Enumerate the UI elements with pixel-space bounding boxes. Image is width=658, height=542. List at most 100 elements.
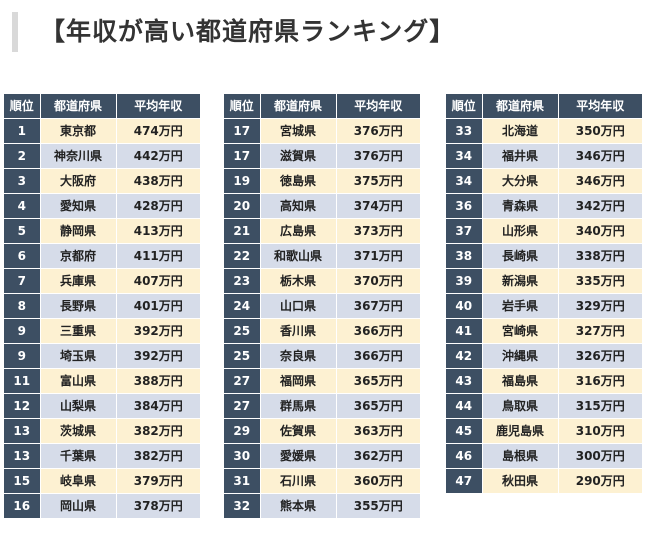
table-row: 25 奈良県 366万円 (224, 342, 420, 368)
table-row: 44 鳥取県 315万円 (446, 392, 642, 418)
income-cell: 370万円 (336, 267, 420, 293)
prefecture-cell: 福島県 (481, 367, 559, 393)
rank-cell: 44 (446, 392, 482, 418)
table-row: 20 高知県 374万円 (224, 192, 420, 218)
table-row: 9 三重県 392万円 (4, 317, 200, 343)
table-row: 17 宮城県 376万円 (224, 117, 420, 143)
table-header-row: 順位 都道府県 平均年収 (446, 94, 642, 118)
income-cell: 378万円 (116, 492, 200, 518)
income-cell: 355万円 (336, 492, 420, 518)
income-cell: 428万円 (116, 192, 200, 218)
table-row: 17 滋賀県 376万円 (224, 142, 420, 168)
income-cell: 327万円 (558, 317, 642, 343)
rank-cell: 36 (446, 192, 482, 218)
prefecture-cell: 佐賀県 (259, 417, 337, 443)
income-cell: 340万円 (558, 217, 642, 243)
title-accent-bar (12, 12, 18, 52)
table-row: 13 茨城県 382万円 (4, 417, 200, 443)
income-cell: 376万円 (336, 117, 420, 143)
table-row: 15 岐阜県 379万円 (4, 467, 200, 493)
income-cell: 442万円 (116, 142, 200, 168)
prefecture-cell: 岐阜県 (39, 467, 117, 493)
prefecture-cell: 岡山県 (39, 492, 117, 518)
rank-cell: 4 (4, 192, 40, 218)
table-row: 22 和歌山県 371万円 (224, 242, 420, 268)
rank-cell: 31 (224, 467, 260, 493)
income-cell: 382万円 (116, 442, 200, 468)
rank-cell: 30 (224, 442, 260, 468)
table-row: 12 山梨県 384万円 (4, 392, 200, 418)
rank-cell: 16 (4, 492, 40, 518)
rank-cell: 39 (446, 267, 482, 293)
prefecture-cell: 福岡県 (259, 367, 337, 393)
prefecture-cell: 新潟県 (481, 267, 559, 293)
table-header-row: 順位 都道府県 平均年収 (4, 94, 200, 118)
table-row: 11 富山県 388万円 (4, 367, 200, 393)
table-row: 45 鹿児島県 310万円 (446, 417, 642, 443)
rank-cell: 5 (4, 217, 40, 243)
table-row: 33 北海道 350万円 (446, 117, 642, 143)
rank-cell: 45 (446, 417, 482, 443)
prefecture-cell: 徳島県 (259, 167, 337, 193)
rank-cell: 24 (224, 292, 260, 318)
income-cell: 329万円 (558, 292, 642, 318)
prefecture-cell: 北海道 (481, 117, 559, 143)
table-row: 4 愛知県 428万円 (4, 192, 200, 218)
prefecture-cell: 沖縄県 (481, 342, 559, 368)
header-prefecture: 都道府県 (40, 94, 117, 118)
income-cell: 338万円 (558, 242, 642, 268)
prefecture-cell: 島根県 (481, 442, 559, 468)
ranking-table-2: 順位 都道府県 平均年収 17 宮城県 376万円 17 滋賀県 376万円 19 徳島県 37… (224, 94, 420, 518)
rank-cell: 6 (4, 242, 40, 268)
prefecture-cell: 石川県 (259, 467, 337, 493)
rank-cell: 1 (4, 117, 40, 143)
prefecture-cell: 山形県 (481, 217, 559, 243)
rank-cell: 2 (4, 142, 40, 168)
prefecture-cell: 和歌山県 (259, 242, 337, 268)
income-cell: 290万円 (558, 467, 642, 493)
prefecture-cell: 奈良県 (259, 342, 337, 368)
prefecture-cell: 山口県 (259, 292, 337, 318)
rank-cell: 40 (446, 292, 482, 318)
table-row: 30 愛媛県 362万円 (224, 442, 420, 468)
prefecture-cell: 青森県 (481, 192, 559, 218)
table-row: 36 青森県 342万円 (446, 192, 642, 218)
table-row: 37 山形県 340万円 (446, 217, 642, 243)
income-cell: 363万円 (336, 417, 420, 443)
prefecture-cell: 岩手県 (481, 292, 559, 318)
rank-cell: 13 (4, 442, 40, 468)
header-income: 平均年収 (116, 94, 200, 118)
income-cell: 375万円 (336, 167, 420, 193)
income-cell: 376万円 (336, 142, 420, 168)
ranking-table-3: 順位 都道府県 平均年収 33 北海道 350万円 34 福井県 346万円 34 大分県 34… (446, 94, 642, 493)
rank-cell: 32 (224, 492, 260, 518)
table-row: 21 広島県 373万円 (224, 217, 420, 243)
header-rank: 順位 (446, 94, 483, 118)
prefecture-cell: 山梨県 (39, 392, 117, 418)
rank-cell: 34 (446, 167, 482, 193)
prefecture-cell: 京都府 (39, 242, 117, 268)
rank-cell: 27 (224, 392, 260, 418)
rank-cell: 22 (224, 242, 260, 268)
prefecture-cell: 富山県 (39, 367, 117, 393)
prefecture-cell: 長崎県 (481, 242, 559, 268)
table-row: 38 長崎県 338万円 (446, 242, 642, 268)
prefecture-cell: 栃木県 (259, 267, 337, 293)
header-rank: 順位 (224, 94, 261, 118)
rank-cell: 3 (4, 167, 40, 193)
income-cell: 346万円 (558, 167, 642, 193)
income-cell: 365万円 (336, 367, 420, 393)
income-cell: 438万円 (116, 167, 200, 193)
income-cell: 379万円 (116, 467, 200, 493)
prefecture-cell: 広島県 (259, 217, 337, 243)
income-cell: 316万円 (558, 367, 642, 393)
prefecture-cell: 高知県 (259, 192, 337, 218)
prefecture-cell: 熊本県 (259, 492, 337, 518)
prefecture-cell: 鹿児島県 (481, 417, 559, 443)
prefecture-cell: 愛媛県 (259, 442, 337, 468)
income-cell: 401万円 (116, 292, 200, 318)
prefecture-cell: 福井県 (481, 142, 559, 168)
prefecture-cell: 滋賀県 (259, 142, 337, 168)
rank-cell: 11 (4, 367, 40, 393)
income-cell: 392万円 (116, 317, 200, 343)
